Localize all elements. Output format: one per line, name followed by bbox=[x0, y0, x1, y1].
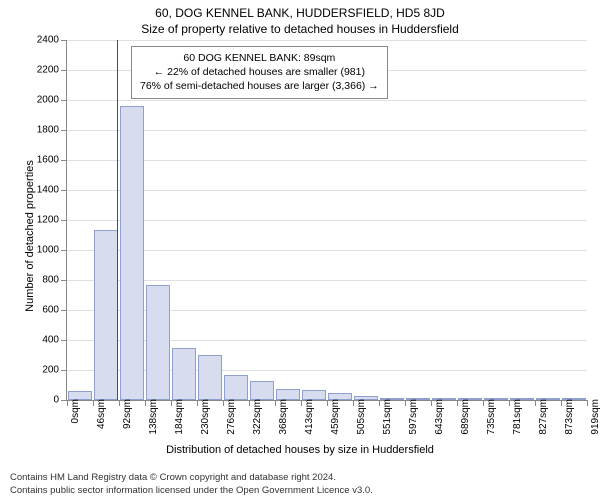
gridline-h bbox=[67, 220, 587, 221]
x-tick bbox=[119, 400, 120, 406]
y-tick-label: 2200 bbox=[37, 65, 59, 76]
x-tick bbox=[483, 400, 484, 406]
x-tick bbox=[197, 400, 198, 406]
x-tick bbox=[587, 400, 588, 406]
footer-line1: Contains HM Land Registry data © Crown c… bbox=[10, 472, 373, 484]
histogram-bar bbox=[172, 348, 196, 401]
x-tick-label: 230sqm bbox=[200, 399, 211, 435]
x-tick-label: 459sqm bbox=[330, 399, 341, 435]
annotation-line3: 76% of semi-detached houses are larger (… bbox=[140, 79, 379, 93]
y-tick bbox=[61, 40, 67, 41]
y-tick bbox=[61, 70, 67, 71]
x-tick-label: 0sqm bbox=[70, 399, 81, 423]
histogram-bar bbox=[120, 106, 144, 400]
y-tick-label: 800 bbox=[42, 275, 59, 286]
y-tick bbox=[61, 280, 67, 281]
y-tick bbox=[61, 250, 67, 251]
x-tick bbox=[145, 400, 146, 406]
x-tick bbox=[431, 400, 432, 406]
x-tick-label: 827sqm bbox=[538, 399, 549, 435]
x-tick bbox=[249, 400, 250, 406]
gridline-h bbox=[67, 160, 587, 161]
x-tick bbox=[93, 400, 94, 406]
x-tick-label: 92sqm bbox=[122, 399, 133, 429]
x-tick-label: 551sqm bbox=[382, 399, 393, 435]
x-tick bbox=[223, 400, 224, 406]
y-tick-label: 1200 bbox=[37, 215, 59, 226]
x-tick-label: 46sqm bbox=[96, 399, 107, 429]
y-tick bbox=[61, 370, 67, 371]
histogram-bar bbox=[146, 285, 170, 401]
x-tick-label: 643sqm bbox=[434, 399, 445, 435]
x-tick bbox=[457, 400, 458, 406]
y-tick-label: 2000 bbox=[37, 95, 59, 106]
histogram-bar bbox=[94, 230, 118, 400]
x-axis-label: Distribution of detached houses by size … bbox=[0, 444, 600, 456]
y-tick bbox=[61, 310, 67, 311]
x-tick bbox=[561, 400, 562, 406]
y-tick-label: 600 bbox=[42, 305, 59, 316]
gridline-h bbox=[67, 280, 587, 281]
gridline-h bbox=[67, 190, 587, 191]
y-tick bbox=[61, 130, 67, 131]
y-axis-label: Number of detached properties bbox=[24, 136, 36, 336]
x-tick bbox=[67, 400, 68, 406]
gridline-h bbox=[67, 100, 587, 101]
x-tick-label: 184sqm bbox=[174, 399, 185, 435]
gridline-h bbox=[67, 130, 587, 131]
y-tick bbox=[61, 160, 67, 161]
x-tick-label: 781sqm bbox=[512, 399, 523, 435]
y-tick bbox=[61, 220, 67, 221]
gridline-h bbox=[67, 40, 587, 41]
x-tick-label: 276sqm bbox=[226, 399, 237, 435]
x-tick bbox=[327, 400, 328, 406]
property-annotation-box: 60 DOG KENNEL BANK: 89sqm ← 22% of detac… bbox=[131, 46, 388, 99]
x-tick bbox=[275, 400, 276, 406]
footer-line2: Contains public sector information licen… bbox=[10, 485, 373, 497]
x-tick bbox=[353, 400, 354, 406]
histogram-bar bbox=[198, 355, 222, 400]
footer-attribution: Contains HM Land Registry data © Crown c… bbox=[10, 472, 373, 497]
x-tick bbox=[535, 400, 536, 406]
annotation-line2: ← 22% of detached houses are smaller (98… bbox=[140, 65, 379, 79]
property-marker-line bbox=[117, 40, 118, 400]
gridline-h bbox=[67, 250, 587, 251]
x-tick bbox=[171, 400, 172, 406]
y-tick-label: 1600 bbox=[37, 155, 59, 166]
y-tick-label: 1800 bbox=[37, 125, 59, 136]
x-tick-label: 597sqm bbox=[408, 399, 419, 435]
x-tick-label: 138sqm bbox=[148, 399, 159, 435]
page-title-line2: Size of property relative to detached ho… bbox=[0, 22, 600, 36]
histogram-bar bbox=[224, 375, 248, 400]
x-tick bbox=[379, 400, 380, 406]
y-tick-label: 1400 bbox=[37, 185, 59, 196]
x-tick bbox=[301, 400, 302, 406]
y-tick bbox=[61, 190, 67, 191]
y-tick bbox=[61, 100, 67, 101]
x-tick-label: 368sqm bbox=[278, 399, 289, 435]
y-tick-label: 0 bbox=[53, 395, 59, 406]
x-tick-label: 873sqm bbox=[564, 399, 575, 435]
y-tick-label: 1000 bbox=[37, 245, 59, 256]
y-tick-label: 2400 bbox=[37, 35, 59, 46]
page-title-line1: 60, DOG KENNEL BANK, HUDDERSFIELD, HD5 8… bbox=[0, 6, 600, 20]
x-tick-label: 919sqm bbox=[590, 399, 600, 435]
x-tick bbox=[509, 400, 510, 406]
y-tick-label: 400 bbox=[42, 335, 59, 346]
y-tick-label: 200 bbox=[42, 365, 59, 376]
x-tick-label: 322sqm bbox=[252, 399, 263, 435]
x-tick-label: 689sqm bbox=[460, 399, 471, 435]
histogram-chart: 0200400600800100012001400160018002000220… bbox=[66, 40, 587, 401]
annotation-line1: 60 DOG KENNEL BANK: 89sqm bbox=[140, 51, 379, 65]
histogram-bar bbox=[250, 381, 274, 400]
x-tick-label: 413sqm bbox=[304, 399, 315, 435]
y-tick bbox=[61, 340, 67, 341]
x-tick-label: 505sqm bbox=[356, 399, 367, 435]
x-tick bbox=[405, 400, 406, 406]
x-tick-label: 735sqm bbox=[486, 399, 497, 435]
